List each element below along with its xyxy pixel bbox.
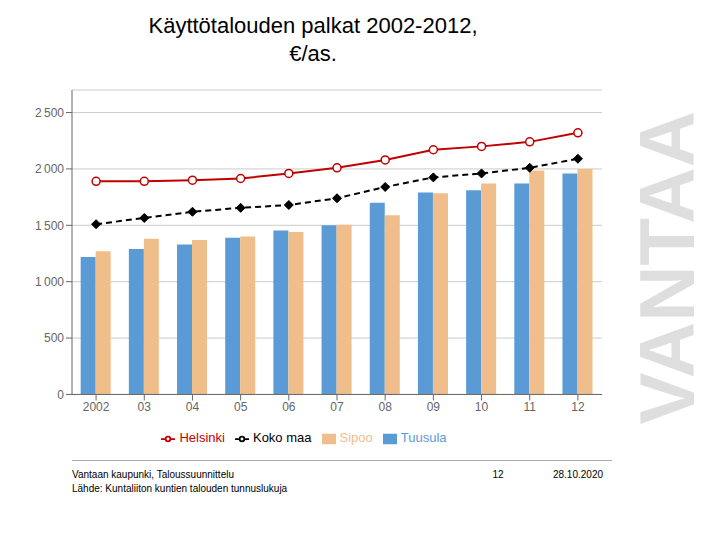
html-text:28.10.2020: 28.10.2020 bbox=[553, 469, 603, 480]
svg-text:2002: 2002 bbox=[83, 400, 110, 414]
html-text:VANTAA: VANTAA bbox=[622, 111, 711, 425]
svg-text:09: 09 bbox=[427, 400, 441, 414]
html-text:Sipoo: Sipoo bbox=[339, 430, 373, 446]
svg-text:2 500: 2 500 bbox=[35, 106, 64, 120]
svg-text:06: 06 bbox=[282, 400, 296, 414]
svg-text:10: 10 bbox=[475, 400, 489, 414]
html-text:Käyttötalouden palkat 2002-201: Käyttötalouden palkat 2002-2012, bbox=[148, 13, 478, 38]
svg-text:11: 11 bbox=[523, 400, 536, 414]
svg-text:0: 0 bbox=[57, 388, 64, 402]
svg-text:12: 12 bbox=[571, 400, 585, 414]
svg-text:1 000: 1 000 bbox=[35, 275, 64, 289]
svg-text:2 000: 2 000 bbox=[35, 162, 64, 176]
html-text:12: 12 bbox=[492, 469, 504, 480]
html-text:Helsinki: Helsinki bbox=[179, 430, 225, 446]
html-text:Vantaan kaupunki, Taloussuunni: Vantaan kaupunki, Taloussuunnittelu bbox=[72, 469, 234, 480]
html-text:Koko maa: Koko maa bbox=[253, 430, 312, 446]
html-text:Lähde: Kuntaliiton kuntien tal: Lähde: Kuntaliiton kuntien talouden tunn… bbox=[72, 483, 288, 494]
svg-text:500: 500 bbox=[44, 331, 64, 345]
html-text:€/as.: €/as. bbox=[289, 41, 337, 66]
svg-text:03: 03 bbox=[138, 400, 152, 414]
svg-text:04: 04 bbox=[186, 400, 200, 414]
html-text:Tuusula: Tuusula bbox=[400, 430, 447, 446]
svg-text:07: 07 bbox=[330, 400, 344, 414]
svg-text:08: 08 bbox=[379, 400, 393, 414]
svg-text:05: 05 bbox=[234, 400, 248, 414]
svg-text:1 500: 1 500 bbox=[35, 219, 64, 233]
